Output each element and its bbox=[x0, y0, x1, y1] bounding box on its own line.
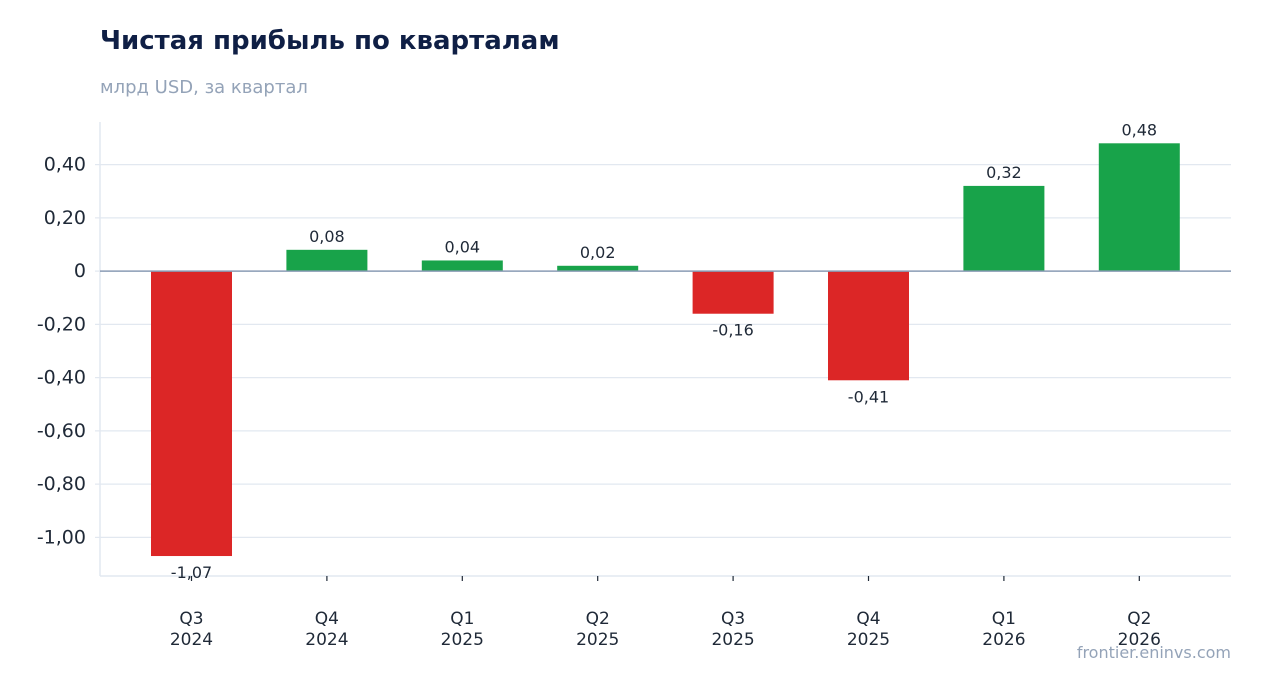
x-tick-label-quarter: Q1 bbox=[992, 609, 1016, 629]
bar bbox=[286, 249, 368, 272]
bar-value-label: 0,08 bbox=[309, 227, 345, 246]
bar bbox=[1098, 143, 1180, 272]
x-tick-label-quarter: Q3 bbox=[721, 609, 745, 629]
bar bbox=[421, 260, 503, 272]
y-tick-label: -1,00 bbox=[37, 526, 86, 548]
bar bbox=[828, 271, 909, 381]
y-tick-label: 0 bbox=[74, 260, 86, 282]
chart-subtitle: млрд USD, за квартал bbox=[100, 77, 308, 98]
x-tick-label-year: 2026 bbox=[1118, 630, 1161, 650]
bar-value-label: 0,48 bbox=[1121, 120, 1157, 139]
x-tick-label-year: 2025 bbox=[576, 630, 619, 650]
x-tick-label-year: 2024 bbox=[305, 630, 348, 650]
bar-value-label: -0,16 bbox=[712, 321, 753, 340]
y-tick-label: -0,20 bbox=[37, 313, 86, 335]
y-tick-label: 0,40 bbox=[44, 154, 86, 176]
source-label: frontier.eninvs.com bbox=[1076, 643, 1231, 662]
x-tick-label-quarter: Q3 bbox=[179, 609, 203, 629]
chart-title: Чистая прибыль по кварталам bbox=[100, 26, 560, 56]
x-tick-label-quarter: Q4 bbox=[315, 609, 339, 629]
bar-value-label: 0,04 bbox=[444, 237, 480, 256]
x-tick-label-year: 2025 bbox=[441, 630, 484, 650]
bar-value-label: -0,41 bbox=[848, 387, 889, 406]
y-tick-label: 0,20 bbox=[44, 207, 86, 229]
bar bbox=[557, 265, 639, 272]
x-tick-label-quarter: Q1 bbox=[450, 609, 474, 629]
x-tick-label-year: 2025 bbox=[711, 630, 754, 650]
x-tick-label-year: 2025 bbox=[847, 630, 890, 650]
x-tick-label-year: 2024 bbox=[170, 630, 213, 650]
bar bbox=[151, 271, 232, 557]
bar bbox=[692, 271, 774, 314]
y-tick-label: -0,80 bbox=[37, 473, 86, 495]
bar-value-label: 0,32 bbox=[986, 163, 1022, 182]
x-tick-label-quarter: Q4 bbox=[856, 609, 880, 629]
x-tick-label-quarter: Q2 bbox=[586, 609, 610, 629]
bar-value-label: -1,07 bbox=[171, 563, 212, 582]
y-tick-label: -0,40 bbox=[37, 367, 86, 389]
x-tick-label-quarter: Q2 bbox=[1127, 609, 1151, 629]
bar bbox=[963, 185, 1045, 272]
x-tick-label-year: 2026 bbox=[982, 630, 1025, 650]
y-tick-label: -0,60 bbox=[37, 420, 86, 442]
bar-value-label: 0,02 bbox=[580, 243, 616, 262]
